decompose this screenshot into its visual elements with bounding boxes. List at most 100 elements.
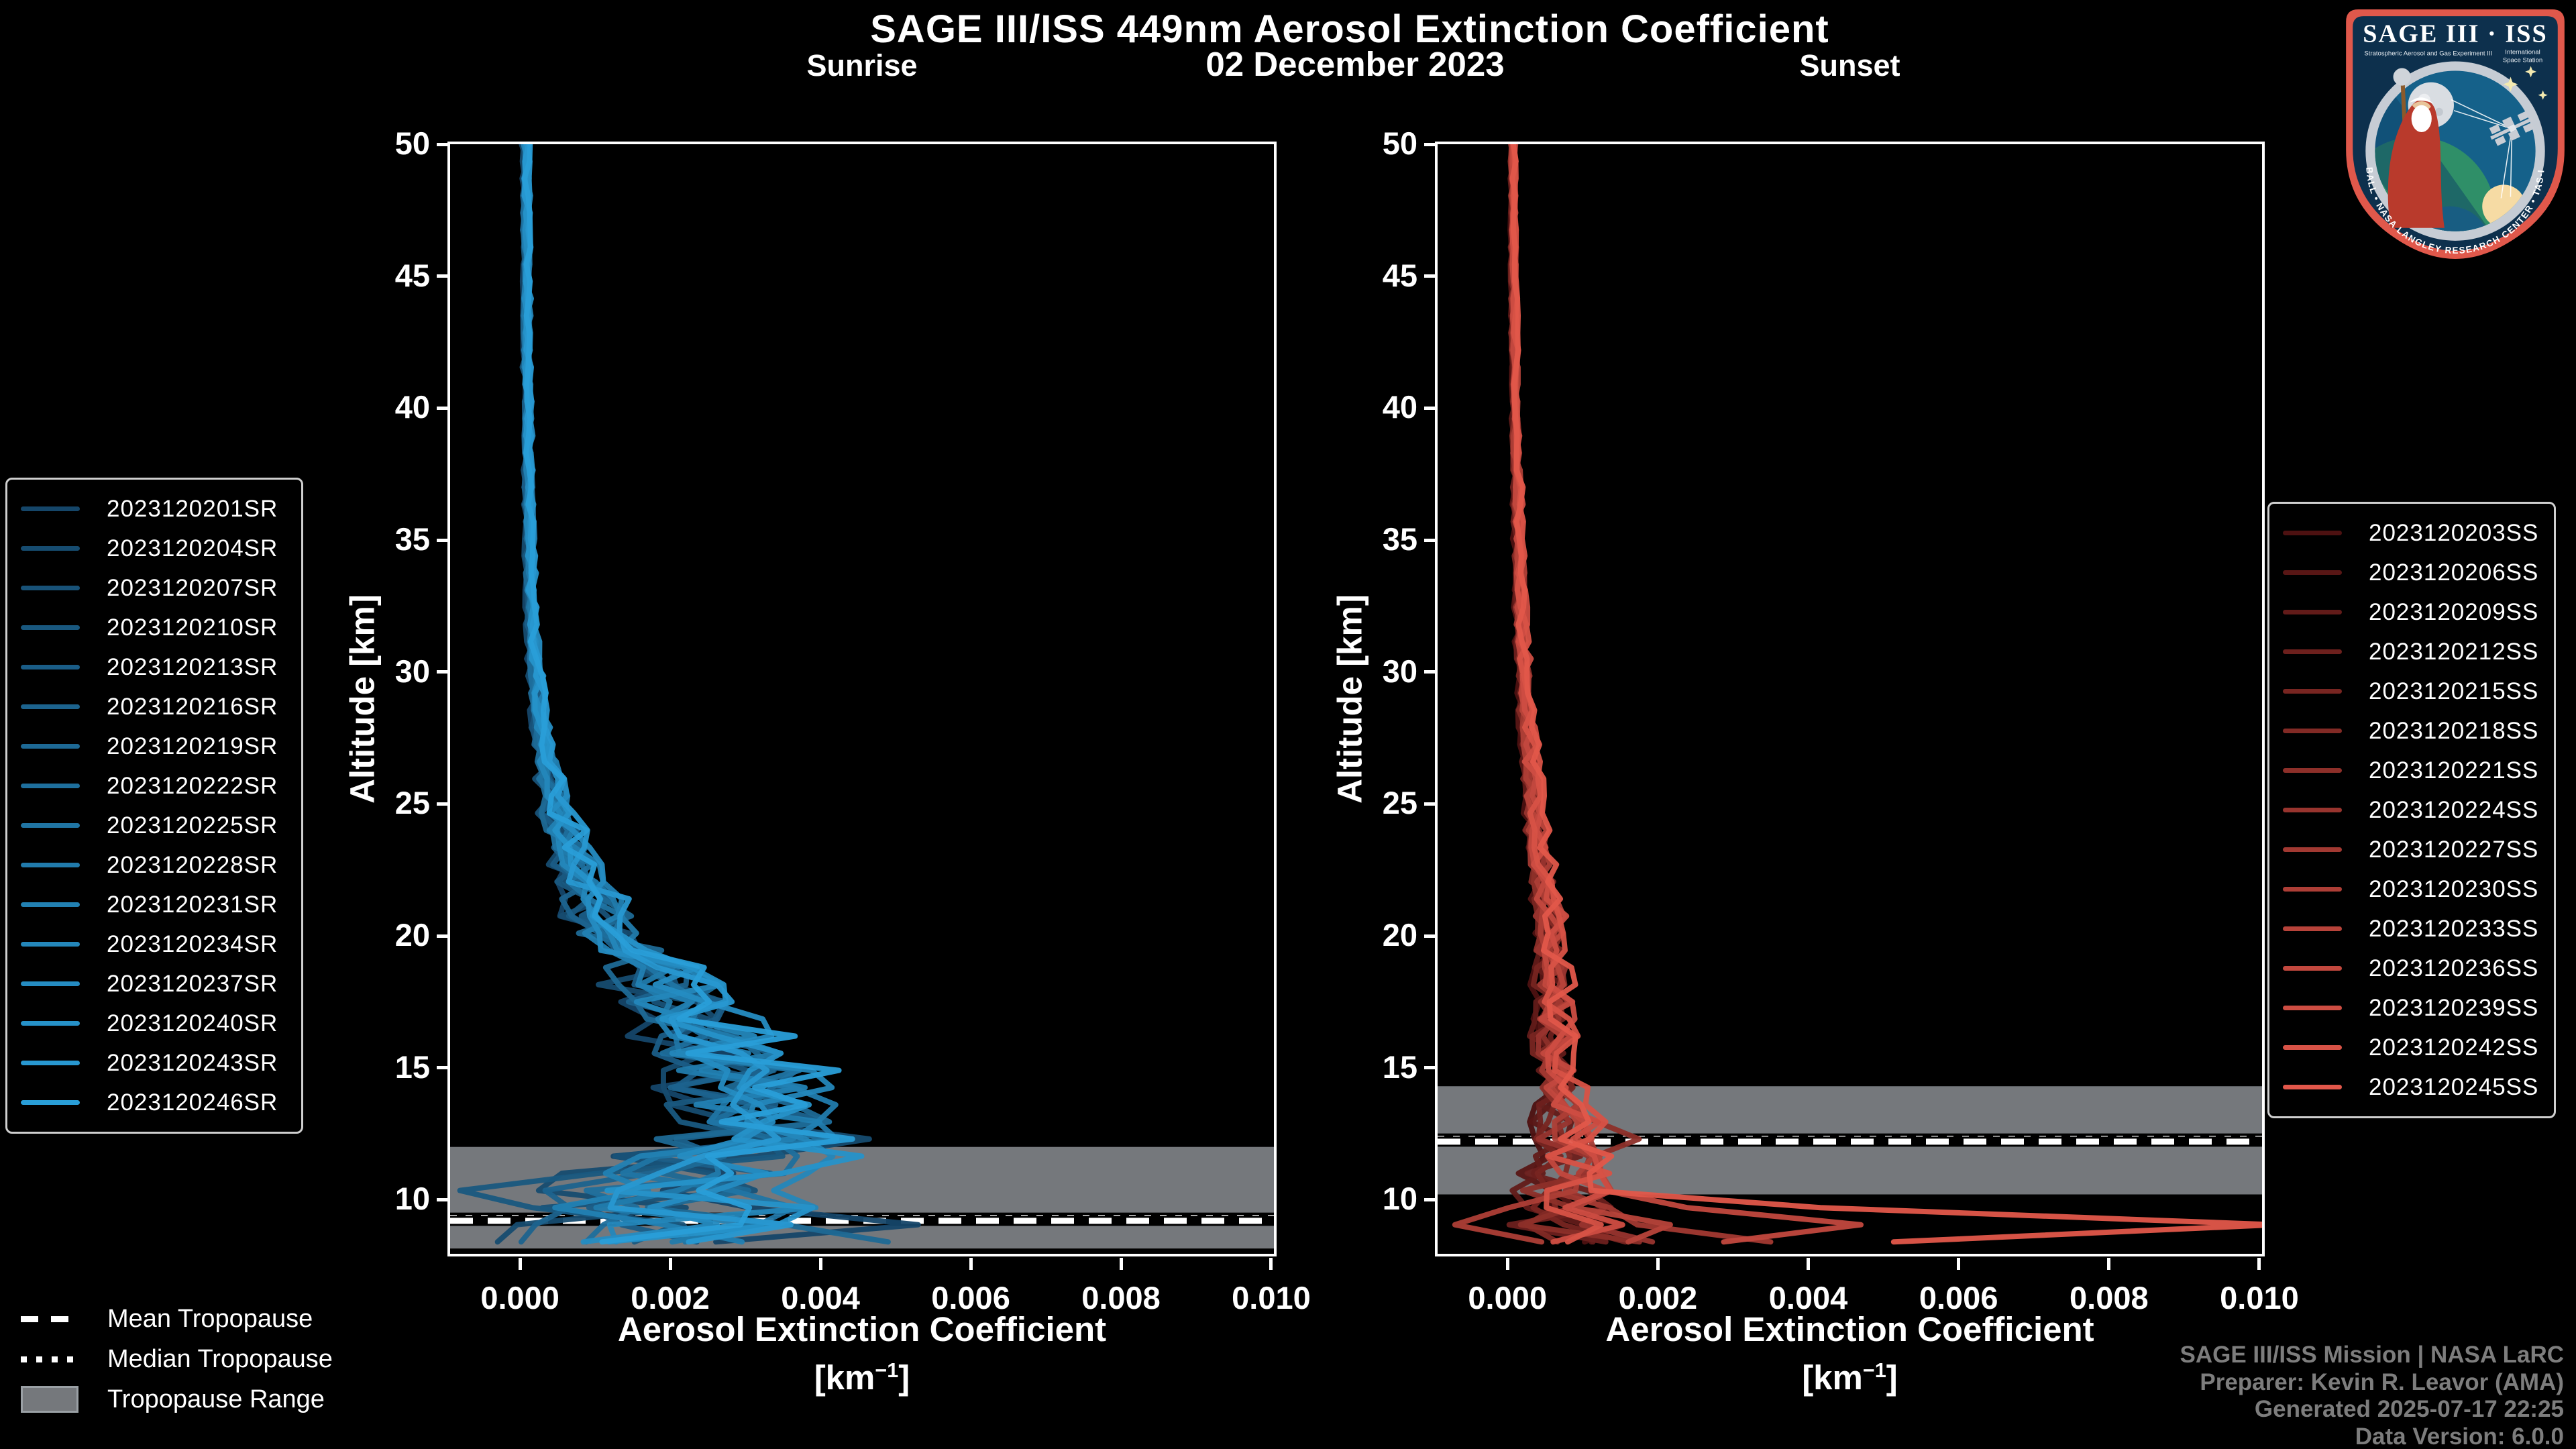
sunrise-legend: 2023120201SR 2023120204SR 2023120207SR 2023… (5, 478, 303, 1134)
series-label: 2023120242SS (2369, 1034, 2539, 1061)
series-color-swatch (21, 1100, 80, 1105)
series-label: 2023120227SS (2369, 836, 2539, 863)
legend-item: 2023120245SS (2269, 1067, 2554, 1107)
patch-subtitle-right-1: International (2505, 48, 2540, 56)
x-tick-label: 0.002 (1618, 1280, 1698, 1316)
plot-area (450, 144, 1274, 1249)
x-tick-label: 0.008 (1081, 1280, 1161, 1316)
date-subtitle: 02 December 2023 (1205, 45, 1505, 83)
y-tick (437, 934, 449, 938)
series-color-swatch (21, 981, 80, 986)
series-color-swatch (21, 665, 80, 669)
x-axis-unit-part: ] (898, 1358, 910, 1397)
patch-title: SAGE III · ISS (2363, 19, 2547, 48)
legend-item: 2023120230SS (2269, 869, 2554, 909)
page-title: SAGE III/ISS 449nm Aerosol Extinction Co… (870, 7, 1829, 51)
y-tick (437, 538, 449, 542)
y-tick (437, 406, 449, 410)
x-tick-label: 0.006 (931, 1280, 1010, 1316)
x-tick (1269, 1258, 1273, 1270)
series-label: 2023120237SR (107, 970, 278, 997)
y-tick (437, 274, 449, 278)
series-label: 2023120239SS (2369, 994, 2539, 1021)
series-color-swatch (2283, 1045, 2342, 1050)
x-axis-unit-part: −1 (875, 1359, 899, 1382)
x-tick-label: 0.004 (1768, 1280, 1848, 1316)
profile-line (520, 144, 891, 1245)
series-label: 2023120240SR (107, 1010, 278, 1036)
legend-item: 2023120206SS (2269, 553, 2554, 592)
series-label: 2023120219SR (107, 733, 278, 759)
y-tick-label: 35 (1382, 521, 1417, 557)
series-color-swatch (21, 506, 80, 511)
legend-item: 2023120209SS (2269, 592, 2554, 632)
x-axis-label: Aerosol Extinction Coefficient (617, 1310, 1107, 1348)
x-tick (518, 1258, 522, 1270)
generated-timestamp: Generated 2025-07-17 22:25 (2254, 1396, 2564, 1423)
occultation-rays (2451, 99, 2513, 199)
legend-item: 2023120219SR (7, 727, 301, 766)
y-tick-label: 40 (1382, 389, 1417, 425)
x-tick (1505, 1258, 1509, 1270)
series-label: 2023120234SR (107, 930, 278, 957)
series-label: 2023120204SR (107, 535, 278, 561)
series-label: 2023120210SR (107, 614, 278, 641)
series-color-swatch (21, 902, 80, 907)
series-label: 2023120209SS (2369, 598, 2539, 625)
legend-item: 2023120239SS (2269, 988, 2554, 1028)
y-tick (437, 142, 449, 146)
series-color-swatch (21, 942, 80, 947)
legend-item-mean-tropopause: Mean Tropopause (20, 1305, 333, 1333)
x-axis-unit-part: [km (814, 1358, 875, 1397)
y-tick-label: 20 (394, 917, 430, 953)
series-label: 2023120236SS (2369, 955, 2539, 981)
series-color-swatch (2283, 847, 2342, 852)
sunrise-panel-title: Sunrise (806, 48, 918, 83)
series-color-swatch (2283, 808, 2342, 812)
legend-item: 2023120237SR (7, 964, 301, 1004)
x-tick (1119, 1258, 1123, 1270)
y-axis-label: Altitude [km] (343, 594, 382, 804)
y-tick-label: 15 (1382, 1049, 1417, 1085)
series-color-swatch (21, 784, 80, 788)
legend-item: 2023120243SR (7, 1043, 301, 1083)
mission-credit: SAGE III/ISS Mission | NASA LaRC (2180, 1342, 2564, 1368)
series-color-swatch (21, 546, 80, 551)
legend-item: 2023120216SR (7, 687, 301, 727)
series-label: 2023120225SR (107, 812, 278, 839)
series-label: 2023120224SS (2369, 796, 2539, 823)
series-label: 2023120243SR (107, 1049, 278, 1076)
series-color-swatch (2283, 570, 2342, 575)
legend-item: 2023120207SR (7, 568, 301, 608)
x-tick-label: 0.008 (2070, 1280, 2149, 1316)
tropopause-legend: Mean Tropopause Median Tropopause Tropop… (20, 1305, 333, 1426)
y-tick (1424, 1197, 1436, 1201)
x-tick (1807, 1258, 1811, 1270)
data-version: Data Version: 6.0.0 (2355, 1423, 2564, 1449)
profile-line (521, 144, 855, 1245)
profile-line (1508, 144, 1774, 1245)
x-tick-label: 0.006 (1919, 1280, 1998, 1316)
legend-item: 2023120240SR (7, 1004, 301, 1043)
legend-item: 2023120233SS (2269, 909, 2554, 949)
series-color-swatch (2283, 610, 2342, 614)
series-color-swatch (21, 704, 80, 709)
series-label: 2023120230SS (2369, 875, 2539, 902)
series-label: 2023120201SR (107, 495, 278, 522)
y-axis-label: Altitude [km] (1330, 594, 1369, 804)
x-tick-label: 0.010 (2220, 1280, 2299, 1316)
credits-footer: SAGE III/ISS Mission | NASA LaRC Prepare… (2180, 1342, 2564, 1449)
legend-item: 2023120210SR (7, 608, 301, 647)
legend-item: 2023120242SS (2269, 1028, 2554, 1067)
series-color-swatch (2283, 649, 2342, 654)
y-tick-label: 50 (1382, 125, 1417, 161)
legend-item: 2023120222SR (7, 766, 301, 806)
y-tick-label: 20 (1382, 917, 1417, 953)
sunrise-plot (447, 142, 1277, 1256)
y-tick (437, 670, 449, 674)
legend-item: 2023120203SS (2269, 513, 2554, 553)
legend-item: 2023120228SR (7, 845, 301, 885)
series-color-swatch (2283, 887, 2342, 892)
series-label: 2023120216SR (107, 693, 278, 720)
y-tick-label: 35 (394, 521, 430, 557)
